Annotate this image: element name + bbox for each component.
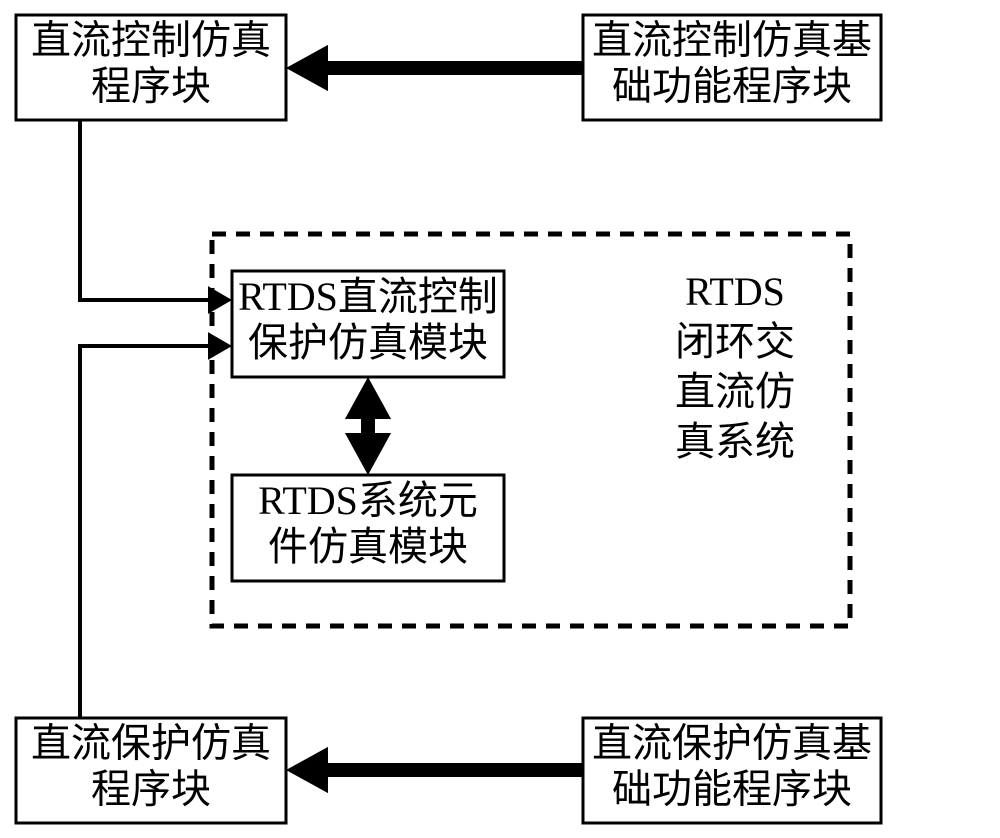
edge-tl_to_inner bbox=[80, 120, 215, 300]
node-top-left: 直流控制仿真程序块 bbox=[16, 15, 286, 120]
node-inner-top: RTDS直流控制保护仿真模块 bbox=[232, 271, 504, 377]
side-label: RTDS闭环交直流仿真系统 bbox=[675, 269, 795, 464]
arrowhead-icon bbox=[208, 332, 232, 360]
arrowhead-icon bbox=[345, 377, 391, 419]
node-top-right: 直流控制仿真基础功能程序块 bbox=[583, 15, 881, 120]
node-bot-right: 直流保护仿真基础功能程序块 bbox=[583, 718, 881, 823]
node-label-inner-top: RTDS直流控制保护仿真模块 bbox=[238, 274, 498, 365]
node-label-bot-right: 直流保护仿真基础功能程序块 bbox=[592, 721, 872, 812]
node-inner-bot: RTDS系统元件仿真模块 bbox=[232, 475, 504, 581]
node-label-top-right: 直流控制仿真基础功能程序块 bbox=[592, 18, 872, 109]
arrowhead-icon bbox=[286, 747, 328, 793]
arrowhead-icon bbox=[286, 45, 328, 91]
node-bot-left: 直流保护仿真程序块 bbox=[16, 718, 286, 823]
node-label-inner-bot: RTDS系统元件仿真模块 bbox=[258, 478, 478, 569]
edge-bl_to_inner bbox=[80, 346, 215, 718]
arrowhead-icon bbox=[208, 286, 232, 314]
arrowhead-icon bbox=[345, 433, 391, 475]
